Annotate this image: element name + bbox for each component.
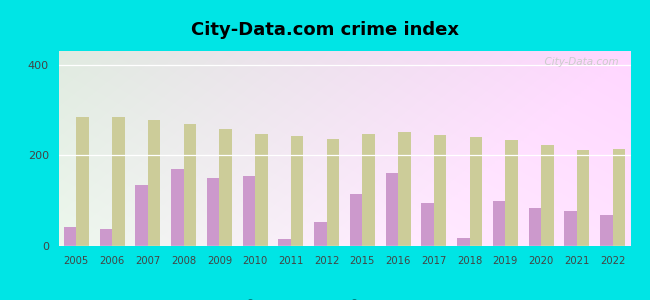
Bar	[207, 178, 220, 246]
Bar	[541, 145, 554, 246]
Bar	[600, 215, 612, 246]
Legend: Hernando, U.S. average: Hernando, U.S. average	[233, 295, 456, 300]
Bar	[242, 176, 255, 246]
Bar	[77, 117, 89, 246]
Bar	[135, 185, 148, 246]
Bar	[577, 150, 590, 246]
Bar	[434, 135, 447, 246]
Bar	[564, 211, 577, 246]
Bar	[314, 222, 326, 246]
Bar	[171, 169, 183, 246]
Bar	[528, 208, 541, 246]
Bar	[385, 172, 398, 246]
Bar	[398, 132, 411, 246]
Bar	[493, 201, 505, 246]
Bar	[278, 239, 291, 246]
Text: City-Data.com: City-Data.com	[538, 57, 619, 67]
Bar	[220, 129, 232, 246]
Bar	[99, 229, 112, 246]
Bar	[326, 139, 339, 246]
Bar	[350, 194, 363, 246]
Bar	[506, 140, 518, 246]
Bar	[112, 117, 125, 246]
Bar	[363, 134, 375, 246]
Bar	[255, 134, 268, 246]
Bar	[291, 136, 304, 246]
Bar	[457, 238, 469, 246]
Bar	[64, 227, 77, 246]
Bar	[469, 137, 482, 246]
Text: City-Data.com crime index: City-Data.com crime index	[191, 21, 459, 39]
Bar	[148, 120, 161, 246]
Bar	[183, 124, 196, 246]
Bar	[421, 203, 434, 246]
Bar	[612, 148, 625, 246]
